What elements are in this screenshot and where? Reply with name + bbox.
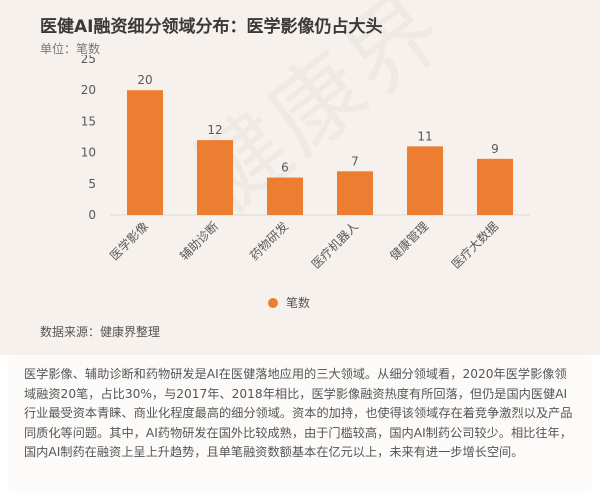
x-tick-label: 药物研发 xyxy=(247,219,292,264)
bar xyxy=(127,90,163,215)
source-note: 数据来源：健康界整理 xyxy=(40,325,161,339)
x-tick-label: 健康管理 xyxy=(387,219,432,264)
x-tick-label: 辅助诊断 xyxy=(177,219,222,264)
bar xyxy=(267,177,303,215)
bars: 20 12 6 7 11 9 xyxy=(127,73,513,215)
y-tick-label: 5 xyxy=(88,177,96,191)
description-text: 医学影像、辅助诊断和药物研发是AI在医健落地应用的三大领域。从细分领域看，202… xyxy=(8,355,592,493)
y-axis: 0 5 10 15 20 25 xyxy=(81,55,96,222)
legend-swatch xyxy=(268,297,278,308)
y-tick-label: 10 xyxy=(81,146,96,160)
y-tick-label: 20 xyxy=(81,83,96,97)
x-axis: 医学影像 辅助诊断 药物研发 医疗机器人 健康管理 医疗大数据 xyxy=(107,219,502,272)
data-label: 12 xyxy=(207,123,222,137)
x-tick-label: 医学影像 xyxy=(107,219,152,264)
unit-label: 单位：笔数 xyxy=(40,42,101,56)
legend: 笔数 xyxy=(268,294,310,311)
x-tick-label: 医疗机器人 xyxy=(309,219,361,271)
bar xyxy=(197,140,233,215)
bar xyxy=(477,158,513,215)
data-label: 6 xyxy=(281,161,289,175)
bar xyxy=(407,146,443,215)
bar xyxy=(337,171,373,215)
x-tick-label: 医疗大数据 xyxy=(448,219,501,272)
bar-chart: 0 5 10 15 20 25 20 12 6 7 11 9 医学影像 辅助诊断 药物研发 医疗机器人 健康… xyxy=(81,55,530,272)
y-tick-label: 15 xyxy=(81,114,96,128)
legend-label: 笔数 xyxy=(286,296,311,310)
chart-card: 健康界 医健AI融资细分领域分布：医学影像仍占大头 单位：笔数 0 5 10 15 20… xyxy=(0,0,600,355)
y-tick-label: 25 xyxy=(81,55,96,66)
data-label: 7 xyxy=(351,154,359,168)
data-label: 20 xyxy=(137,73,152,87)
data-label: 11 xyxy=(417,129,432,143)
data-label: 9 xyxy=(491,142,499,156)
y-tick-label: 0 xyxy=(88,208,96,222)
chart-title: 医健AI融资细分领域分布：医学影像仍占大头 xyxy=(40,17,383,37)
